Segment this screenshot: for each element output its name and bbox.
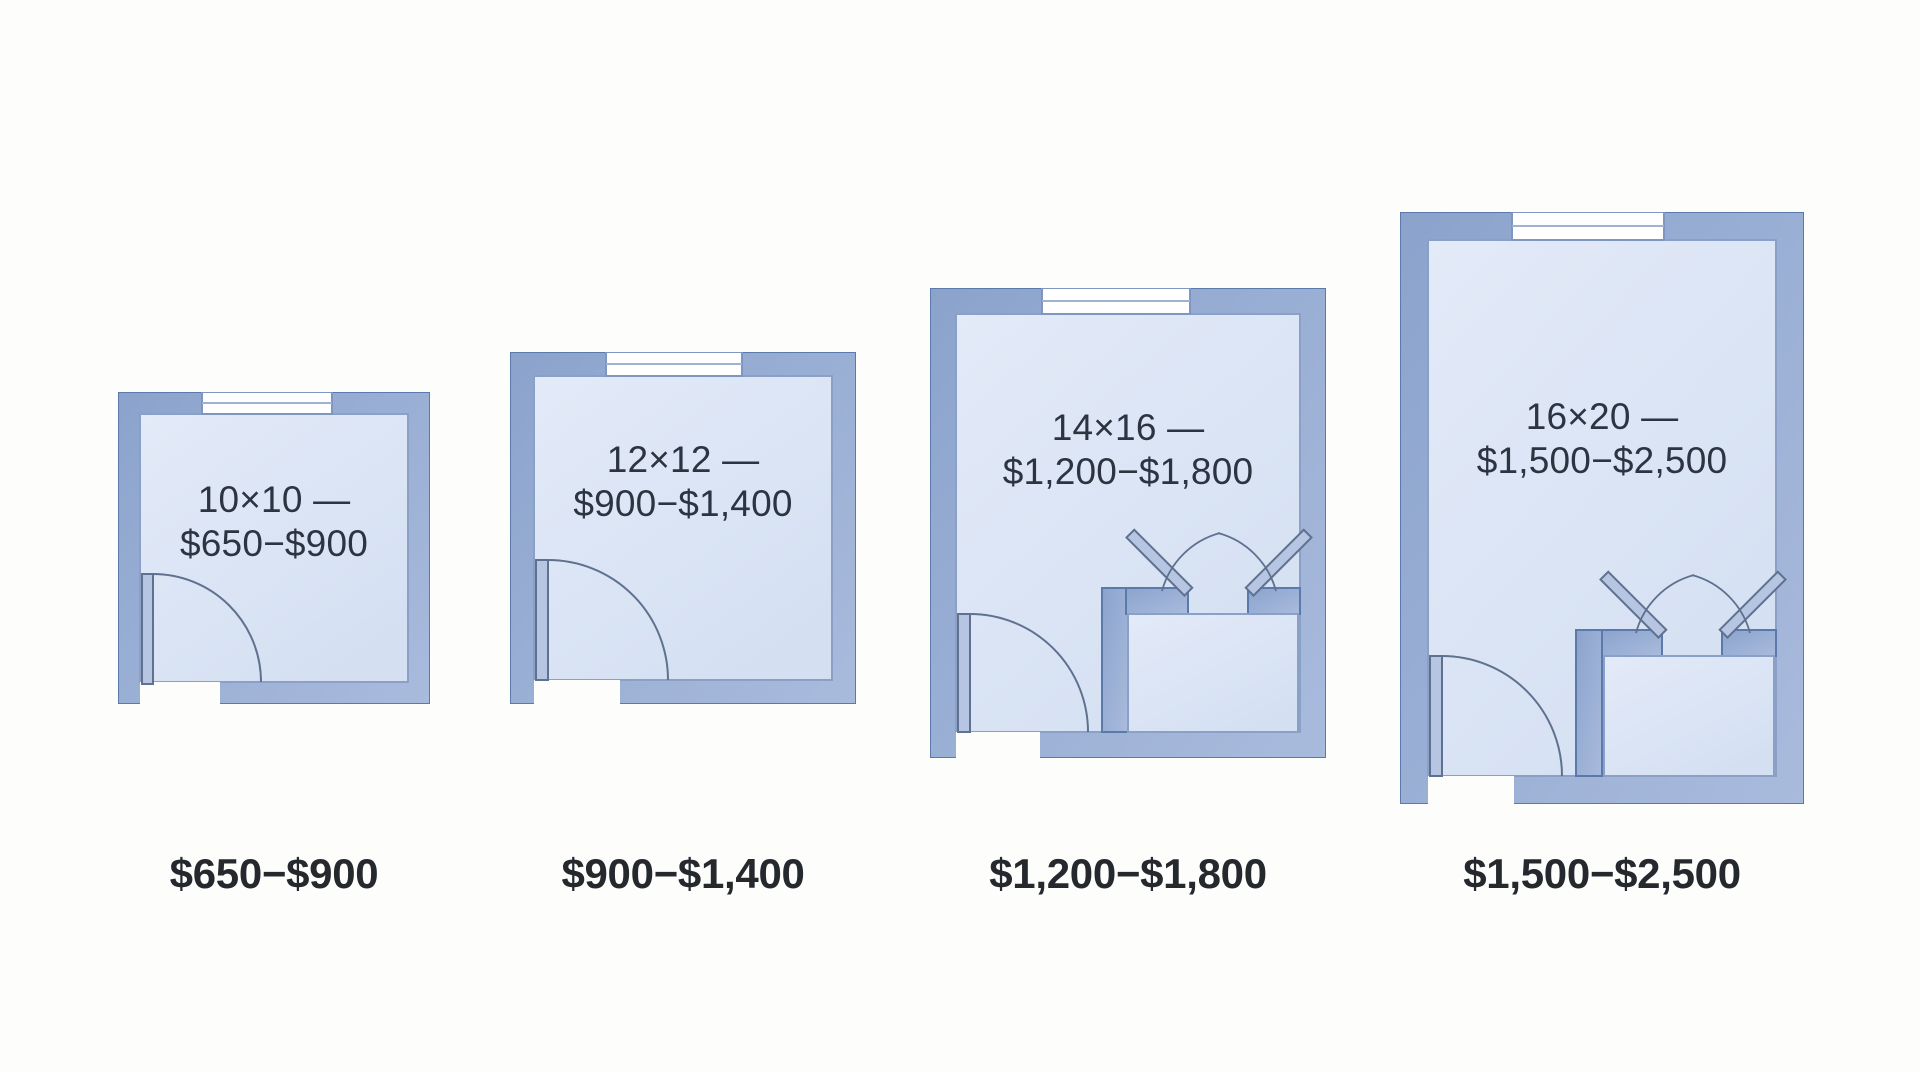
double-door-arc-left xyxy=(1217,532,1277,592)
price-caption-12x12: $900−$1,400 xyxy=(561,850,805,897)
shed-floorplan-14x16 xyxy=(930,288,1326,758)
door-swing-arc xyxy=(1441,655,1563,777)
price-caption-16x20: $1,500−$2,500 xyxy=(1463,850,1741,897)
shed-floorplan-16x20 xyxy=(1400,212,1804,804)
alcove-top-wall-left xyxy=(1601,629,1663,657)
door-leaf xyxy=(141,573,154,685)
alcove-left-wall xyxy=(1575,629,1603,777)
door-opening xyxy=(1428,776,1514,804)
double-door-leaf-right xyxy=(1244,528,1313,597)
door-leaf xyxy=(535,559,549,681)
alcove-floor xyxy=(1603,655,1775,777)
alcove-left-wall xyxy=(1101,587,1129,733)
alcove-top-wall-left xyxy=(1125,587,1189,615)
door-swing-arc xyxy=(547,559,669,681)
interior-floor xyxy=(139,413,409,683)
double-door-arc-right xyxy=(1161,532,1221,592)
shed-floorplan-10x10 xyxy=(118,392,430,704)
shed-floorplan-12x12 xyxy=(510,352,856,704)
double-door-arc-left xyxy=(1691,574,1751,634)
door-swing-arc xyxy=(969,613,1089,733)
price-caption-14x16: $1,200−$1,800 xyxy=(989,850,1267,897)
door-leaf xyxy=(957,613,971,733)
double-door-leaf-left xyxy=(1125,528,1194,597)
door-swing-arc xyxy=(152,573,262,683)
interior-floor xyxy=(533,375,833,681)
door-leaf xyxy=(1429,655,1443,777)
door-opening xyxy=(534,680,620,704)
alcove-floor xyxy=(1127,613,1299,733)
double-door-arc-right xyxy=(1635,574,1695,634)
door-opening xyxy=(140,682,220,704)
double-door-leaf-right xyxy=(1718,570,1787,639)
price-caption-10x10: $650−$900 xyxy=(169,850,379,897)
door-opening xyxy=(956,732,1040,758)
double-door-leaf-left xyxy=(1599,570,1668,639)
